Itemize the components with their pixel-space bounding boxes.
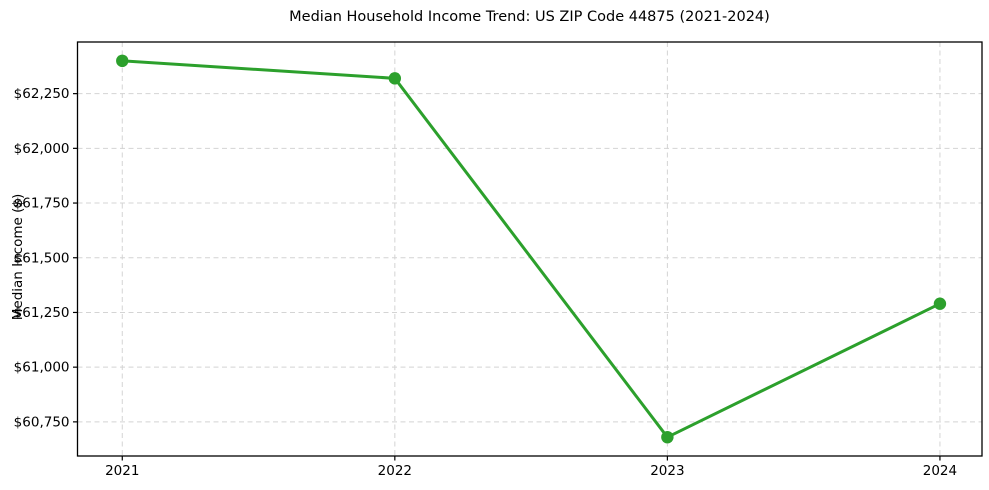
plot-border	[76, 41, 983, 457]
data-point-2022	[388, 72, 402, 85]
y-tick-label: $62,000	[14, 141, 70, 157]
y-tick-label: $60,750	[14, 414, 70, 430]
y-axis-label: Median Income ($)	[10, 193, 26, 321]
x-tick-label: 2021	[105, 463, 139, 479]
y-tick-label: $61,500	[14, 250, 70, 266]
data-point-2021	[116, 54, 129, 68]
x-tick-label: 2023	[650, 463, 684, 479]
y-tick-label: $61,750	[14, 196, 70, 212]
trend-line	[120, 59, 942, 439]
x-tick-label: 2024	[923, 463, 957, 479]
data-point-2023	[661, 430, 674, 444]
y-tick-label: $61,000	[14, 360, 70, 376]
y-tick-label: $62,250	[14, 86, 70, 102]
data-point-2024	[933, 297, 947, 310]
chart-title: Median Household Income Trend: US ZIP Co…	[289, 9, 770, 25]
x-tick-label: 2022	[378, 463, 412, 479]
y-tick-label: $61,250	[14, 305, 70, 321]
